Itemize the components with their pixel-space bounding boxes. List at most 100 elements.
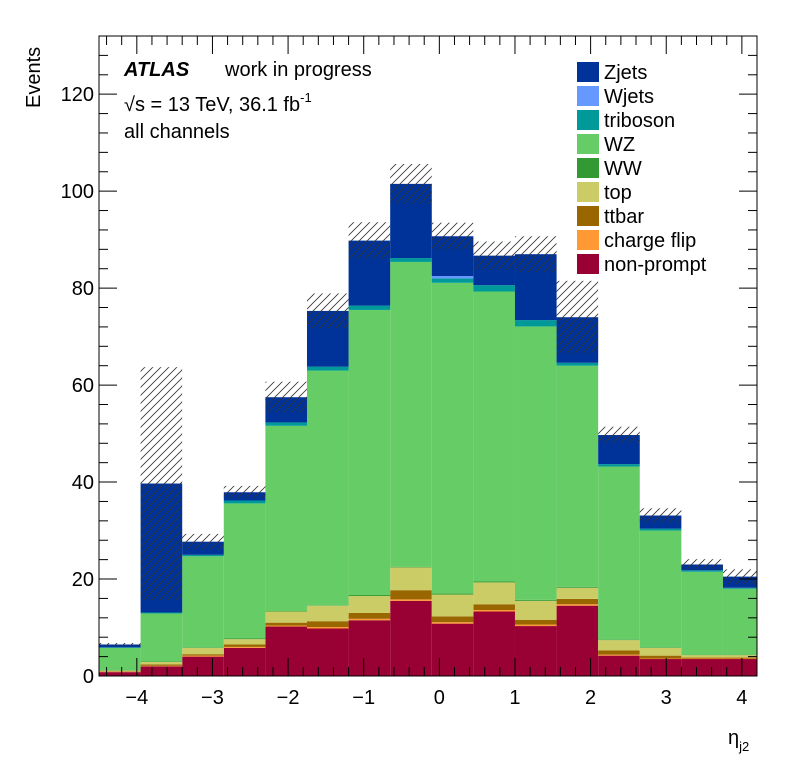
legend-swatch-triboson (577, 110, 599, 130)
uncertainty-band-bin-11 (556, 280, 599, 354)
bar-triboson-bin-5 (306, 366, 349, 371)
bar-wz-bin-15 (722, 588, 757, 655)
bar-ww-bin-10 (514, 599, 557, 601)
bar-wz-bin-11 (556, 365, 599, 587)
bar-ww-bin-6 (348, 595, 391, 596)
legend-swatch-wjets (577, 86, 599, 106)
bar-non-prompt-bin-13 (639, 659, 682, 676)
x-tick-label: −4 (125, 687, 148, 709)
bar-ttbar-bin-7 (390, 590, 432, 600)
bar-ttbar-bin-1 (140, 664, 183, 666)
bar-charge-flip-bin-8 (431, 622, 474, 624)
bar-triboson-bin-1 (140, 612, 183, 614)
bar-wz-bin-14 (681, 571, 723, 655)
y-tick-labels: 0 20 40 60 80 100 120 (61, 84, 94, 688)
bar-wz-bin-8 (431, 282, 474, 594)
x-tick-label: 4 (736, 687, 747, 709)
bar-ww-bin-8 (431, 593, 474, 595)
bar-wz-bin-10 (514, 326, 557, 600)
uncertainty-band-bin-8 (431, 222, 474, 250)
y-tick-label: 20 (72, 569, 94, 591)
bar-top-bin-2 (182, 647, 224, 655)
bar-top-bin-7 (390, 567, 432, 591)
bar-ww-bin-3 (223, 638, 266, 640)
bar-top-bin-8 (431, 594, 474, 617)
bar-non-prompt-bin-9 (473, 611, 515, 676)
uncertainty-band-bin-6 (348, 222, 391, 260)
y-tick-label: 0 (83, 666, 94, 688)
energy-text: √s = 13 TeV, 36.1 fb (124, 94, 300, 116)
bar-wjets-bin-8 (431, 276, 474, 279)
legend-item-ww: WW (577, 158, 642, 180)
x-tick-label: −1 (352, 687, 375, 709)
y-tick-label: 60 (72, 375, 94, 397)
bar-top-bin-15 (722, 655, 757, 658)
legend-item-non-prompt: non-prompt (577, 254, 707, 276)
bar-triboson-bin-2 (182, 554, 224, 557)
bar-charge-flip-bin-11 (556, 604, 599, 606)
bar-non-prompt-bin-11 (556, 605, 599, 676)
bar-ww-bin-9 (473, 581, 515, 583)
uncertainty-band-bin-13 (639, 508, 682, 523)
bar-non-prompt-bin-5 (306, 628, 349, 676)
legend-item-wz: WZ (577, 134, 635, 156)
bar-charge-flip-bin-10 (514, 624, 557, 627)
bar-ttbar-bin-3 (223, 644, 266, 647)
legend-label-non-prompt: non-prompt (604, 254, 707, 276)
legend-item-zjets: Zjets (577, 62, 647, 84)
bar-top-bin-1 (140, 661, 183, 665)
legend-label-charge-flip: charge flip (604, 230, 696, 252)
bar-wz-bin-4 (265, 425, 307, 612)
bar-charge-flip-bin-6 (348, 618, 391, 621)
bar-top-bin-13 (639, 647, 682, 656)
atlas-label: ATLAS (123, 59, 190, 81)
uncertainty-band-bin-4 (265, 381, 307, 413)
legend-label-wz: WZ (604, 134, 635, 156)
bar-top-bin-11 (556, 587, 599, 599)
bar-top-bin-4 (265, 611, 307, 623)
bar-triboson-bin-3 (223, 500, 266, 504)
bar-wz-bin-13 (639, 530, 682, 648)
bar-ww-bin-11 (556, 586, 599, 588)
bar-top-bin-3 (223, 639, 266, 645)
legend-label-zjets: Zjets (604, 62, 647, 84)
x-tick-label: 3 (661, 687, 672, 709)
x-axis-subscript: j2 (738, 739, 749, 754)
uncertainty-band-bin-1 (140, 367, 183, 600)
bar-charge-flip-bin-5 (306, 627, 349, 629)
bar-wz-bin-7 (390, 261, 432, 567)
bar-non-prompt-bin-12 (598, 655, 640, 676)
bar-top-bin-9 (473, 582, 515, 605)
bar-non-prompt-bin-2 (182, 656, 224, 676)
uncertainty-band-bin-12 (598, 426, 640, 444)
y-tick-label: 120 (61, 84, 94, 106)
bar-wz-bin-0 (99, 647, 141, 671)
legend-swatch-wz (577, 134, 599, 154)
bar-non-prompt-bin-10 (514, 626, 557, 676)
uncertainty-band-bin-2 (182, 533, 224, 550)
plot-frame (98, 35, 758, 677)
bar-ttbar-bin-12 (598, 650, 640, 655)
bar-triboson-bin-7 (390, 258, 432, 262)
bar-triboson-bin-10 (514, 320, 557, 327)
bar-zjets-bin-0 (99, 644, 141, 648)
legend-label-ww: WW (604, 158, 642, 180)
legend-label-triboson: triboson (604, 110, 675, 132)
x-axis-symbol: η (728, 727, 739, 749)
uncertainty-band-bin-0 (99, 643, 141, 646)
energy-label: √s = 13 TeV, 36.1 fb-1 (124, 90, 312, 116)
legend-swatch-ttbar (577, 206, 599, 226)
bar-triboson-bin-6 (348, 305, 391, 310)
bar-triboson-bin-12 (598, 464, 640, 467)
bar-charge-flip-bin-3 (223, 646, 266, 648)
legend-item-charge-flip: charge flip (577, 230, 696, 252)
bar-ttbar-bin-9 (473, 604, 515, 611)
y-tick-label: 40 (72, 472, 94, 494)
bar-ttbar-bin-2 (182, 654, 224, 656)
bar-non-prompt-bin-1 (140, 666, 183, 676)
legend-item-top: top (577, 182, 632, 204)
x-tick-label: 0 (434, 687, 445, 709)
uncertainty-band-bin-3 (223, 485, 266, 499)
y-tick-label: 100 (61, 181, 94, 203)
